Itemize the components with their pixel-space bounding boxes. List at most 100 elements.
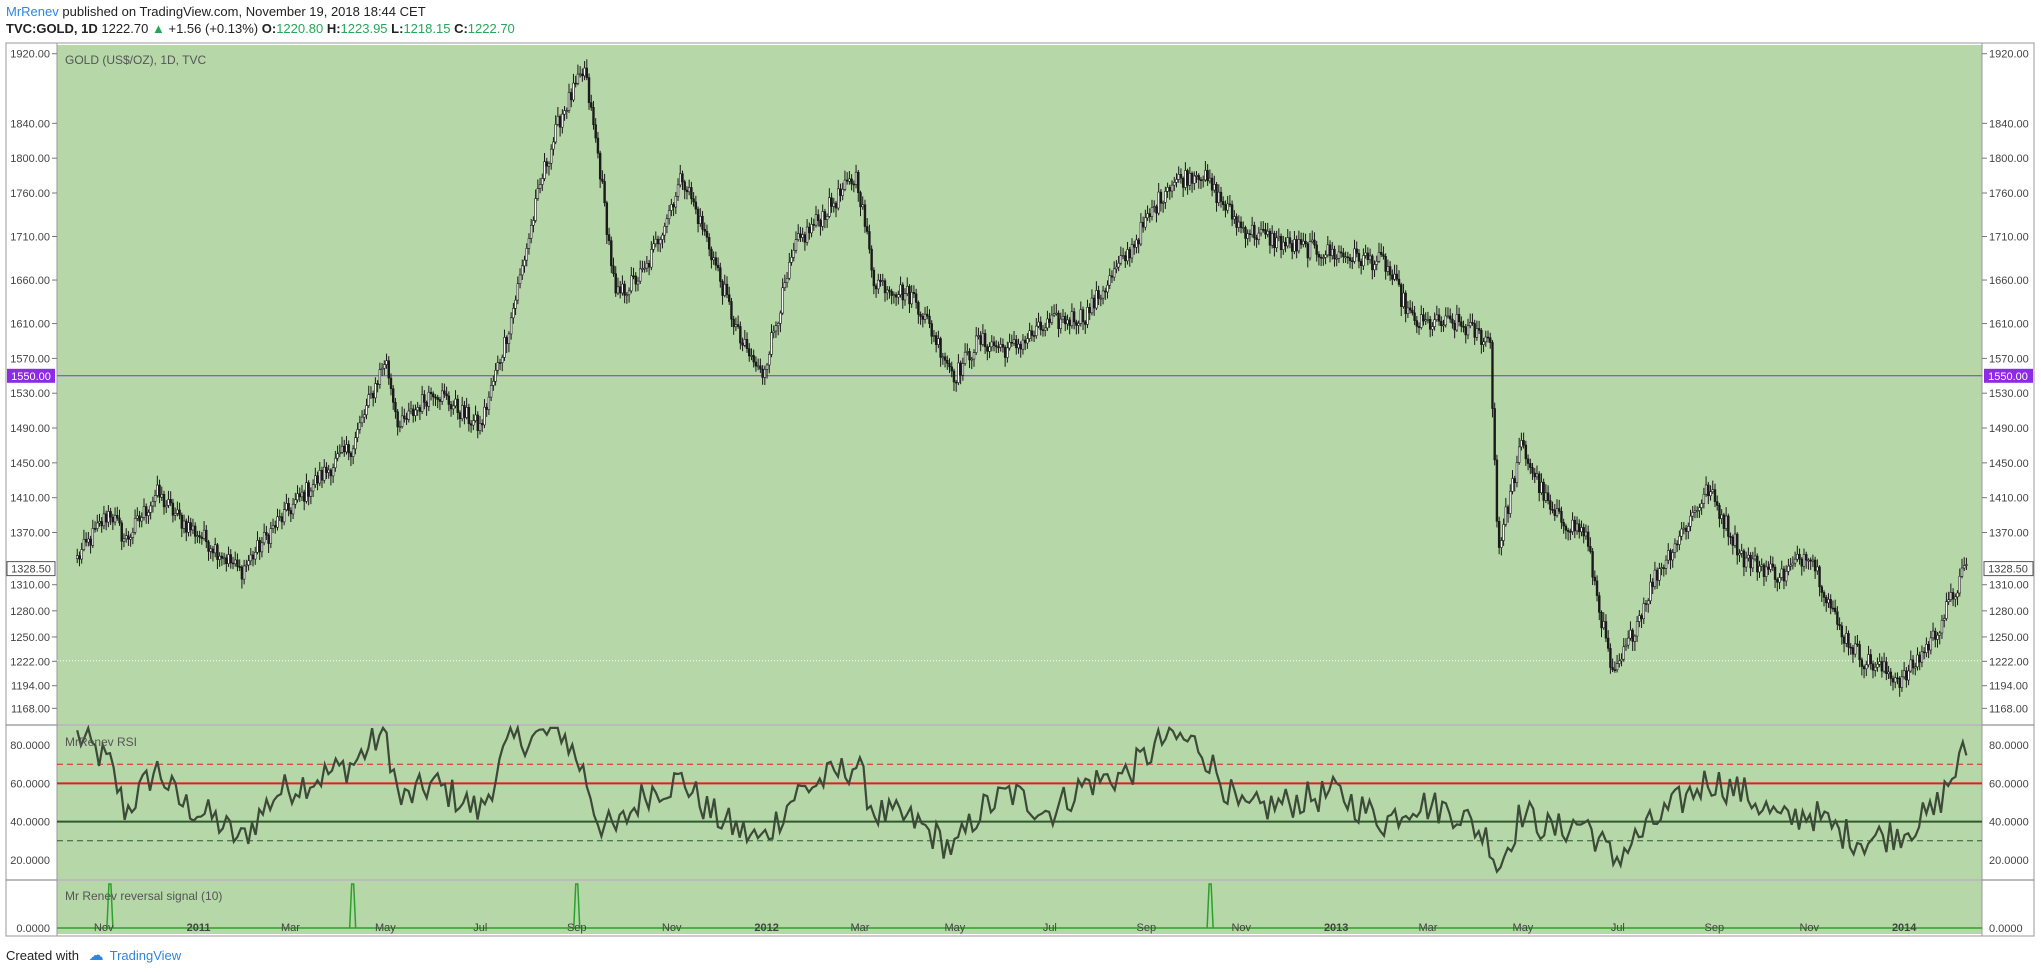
candle-body — [1758, 565, 1761, 573]
candle-body — [610, 240, 613, 267]
candle-body — [1651, 581, 1654, 587]
candle-body — [358, 422, 362, 430]
candle-body — [102, 513, 106, 527]
candle-body — [76, 555, 79, 559]
candle-body — [118, 517, 121, 524]
candle-body — [229, 554, 232, 564]
candle-body — [1230, 204, 1234, 220]
candle-body — [525, 248, 528, 261]
high-value: 1223.95 — [340, 21, 388, 36]
author-link[interactable]: MrRenev — [6, 4, 59, 19]
candle-body — [220, 555, 224, 559]
candle-body — [736, 324, 740, 327]
candle-body — [1315, 244, 1318, 255]
candle-body — [403, 415, 406, 419]
candle-body — [1887, 671, 1890, 674]
candle-body — [919, 314, 922, 317]
candle-body — [754, 361, 758, 367]
candle-body — [1057, 312, 1060, 329]
candle-body — [1433, 319, 1436, 327]
candle-body — [1346, 256, 1350, 259]
candle-body — [1738, 553, 1741, 556]
candle-body — [1675, 543, 1679, 546]
candle-body — [752, 355, 755, 363]
candle-body — [340, 445, 344, 453]
candle-body — [1391, 274, 1394, 280]
candle-body — [821, 211, 824, 227]
candle-body — [1226, 203, 1229, 211]
candle-body — [1700, 503, 1703, 508]
candle-body — [107, 511, 110, 523]
candle-body — [1945, 601, 1948, 619]
candle-body — [260, 542, 264, 553]
candle-body — [1918, 654, 1921, 663]
candle-body — [1624, 644, 1628, 648]
candle-body — [389, 377, 393, 390]
candle-body — [425, 402, 428, 407]
candle-body — [1295, 239, 1298, 252]
candle-body — [1947, 599, 1950, 602]
candle-body — [383, 364, 386, 369]
candle-body — [934, 335, 938, 345]
candle-body — [84, 539, 88, 543]
candle-body — [1544, 492, 1548, 501]
candle-body — [1571, 519, 1574, 532]
candle-body — [1246, 233, 1249, 239]
candle-body — [1845, 633, 1848, 644]
candle-body — [1876, 663, 1879, 668]
candle-body — [1400, 284, 1403, 307]
candle-body — [641, 268, 644, 270]
candle-body — [1041, 329, 1045, 331]
last-price: 1222.70 — [101, 21, 149, 36]
candle-body — [1428, 318, 1432, 330]
candle-body — [1838, 624, 1841, 627]
candle-body — [376, 383, 379, 385]
candle-body — [1509, 491, 1512, 514]
candle-body — [794, 239, 798, 251]
candle-body — [716, 264, 720, 269]
candle-body — [360, 416, 364, 424]
candle-body — [363, 414, 366, 418]
candle-body — [416, 407, 419, 411]
candle-body — [1210, 177, 1214, 191]
candle-body — [1197, 175, 1200, 180]
y-tick-label: 1710.00 — [10, 232, 50, 244]
tradingview-link[interactable]: TradingView — [109, 948, 182, 963]
y-tick-label: 1920.00 — [10, 49, 50, 61]
candle-body — [1304, 240, 1307, 245]
candle-body — [1028, 330, 1031, 339]
candle-body — [603, 181, 606, 204]
candle-body — [745, 339, 749, 349]
candle-body — [1709, 491, 1712, 497]
candle-body — [1691, 512, 1694, 517]
candle-body — [1177, 173, 1180, 180]
candle-body — [505, 337, 508, 344]
candle-body — [1404, 292, 1407, 314]
y-tick-label: 1310.00 — [10, 580, 50, 592]
candle-body — [282, 509, 286, 523]
candle-body — [903, 293, 907, 301]
candle-body — [423, 394, 426, 403]
y-tick-label-right: 1570.00 — [1989, 353, 2029, 365]
candle-body — [1546, 492, 1550, 501]
candle-body — [630, 275, 633, 292]
rsi-tick-label-right: 60.0000 — [1989, 778, 2029, 790]
candle-body — [1560, 511, 1563, 523]
candle-body — [1228, 203, 1232, 206]
candle-body — [1916, 654, 1919, 668]
candle-body — [311, 484, 315, 492]
candle-body — [1364, 252, 1367, 256]
candle-body — [917, 302, 920, 315]
signal-panel-title: Mr Renev reversal signal (10) — [65, 889, 222, 903]
candle-body — [238, 566, 241, 568]
candle-body — [797, 233, 800, 240]
candle-body — [650, 249, 653, 268]
candle-body — [267, 534, 270, 544]
candle-body — [799, 233, 802, 238]
candle-body — [343, 445, 346, 453]
candle-body — [432, 393, 435, 398]
candle-body — [523, 259, 526, 267]
candle-body — [1865, 664, 1868, 670]
candle-body — [131, 532, 135, 538]
